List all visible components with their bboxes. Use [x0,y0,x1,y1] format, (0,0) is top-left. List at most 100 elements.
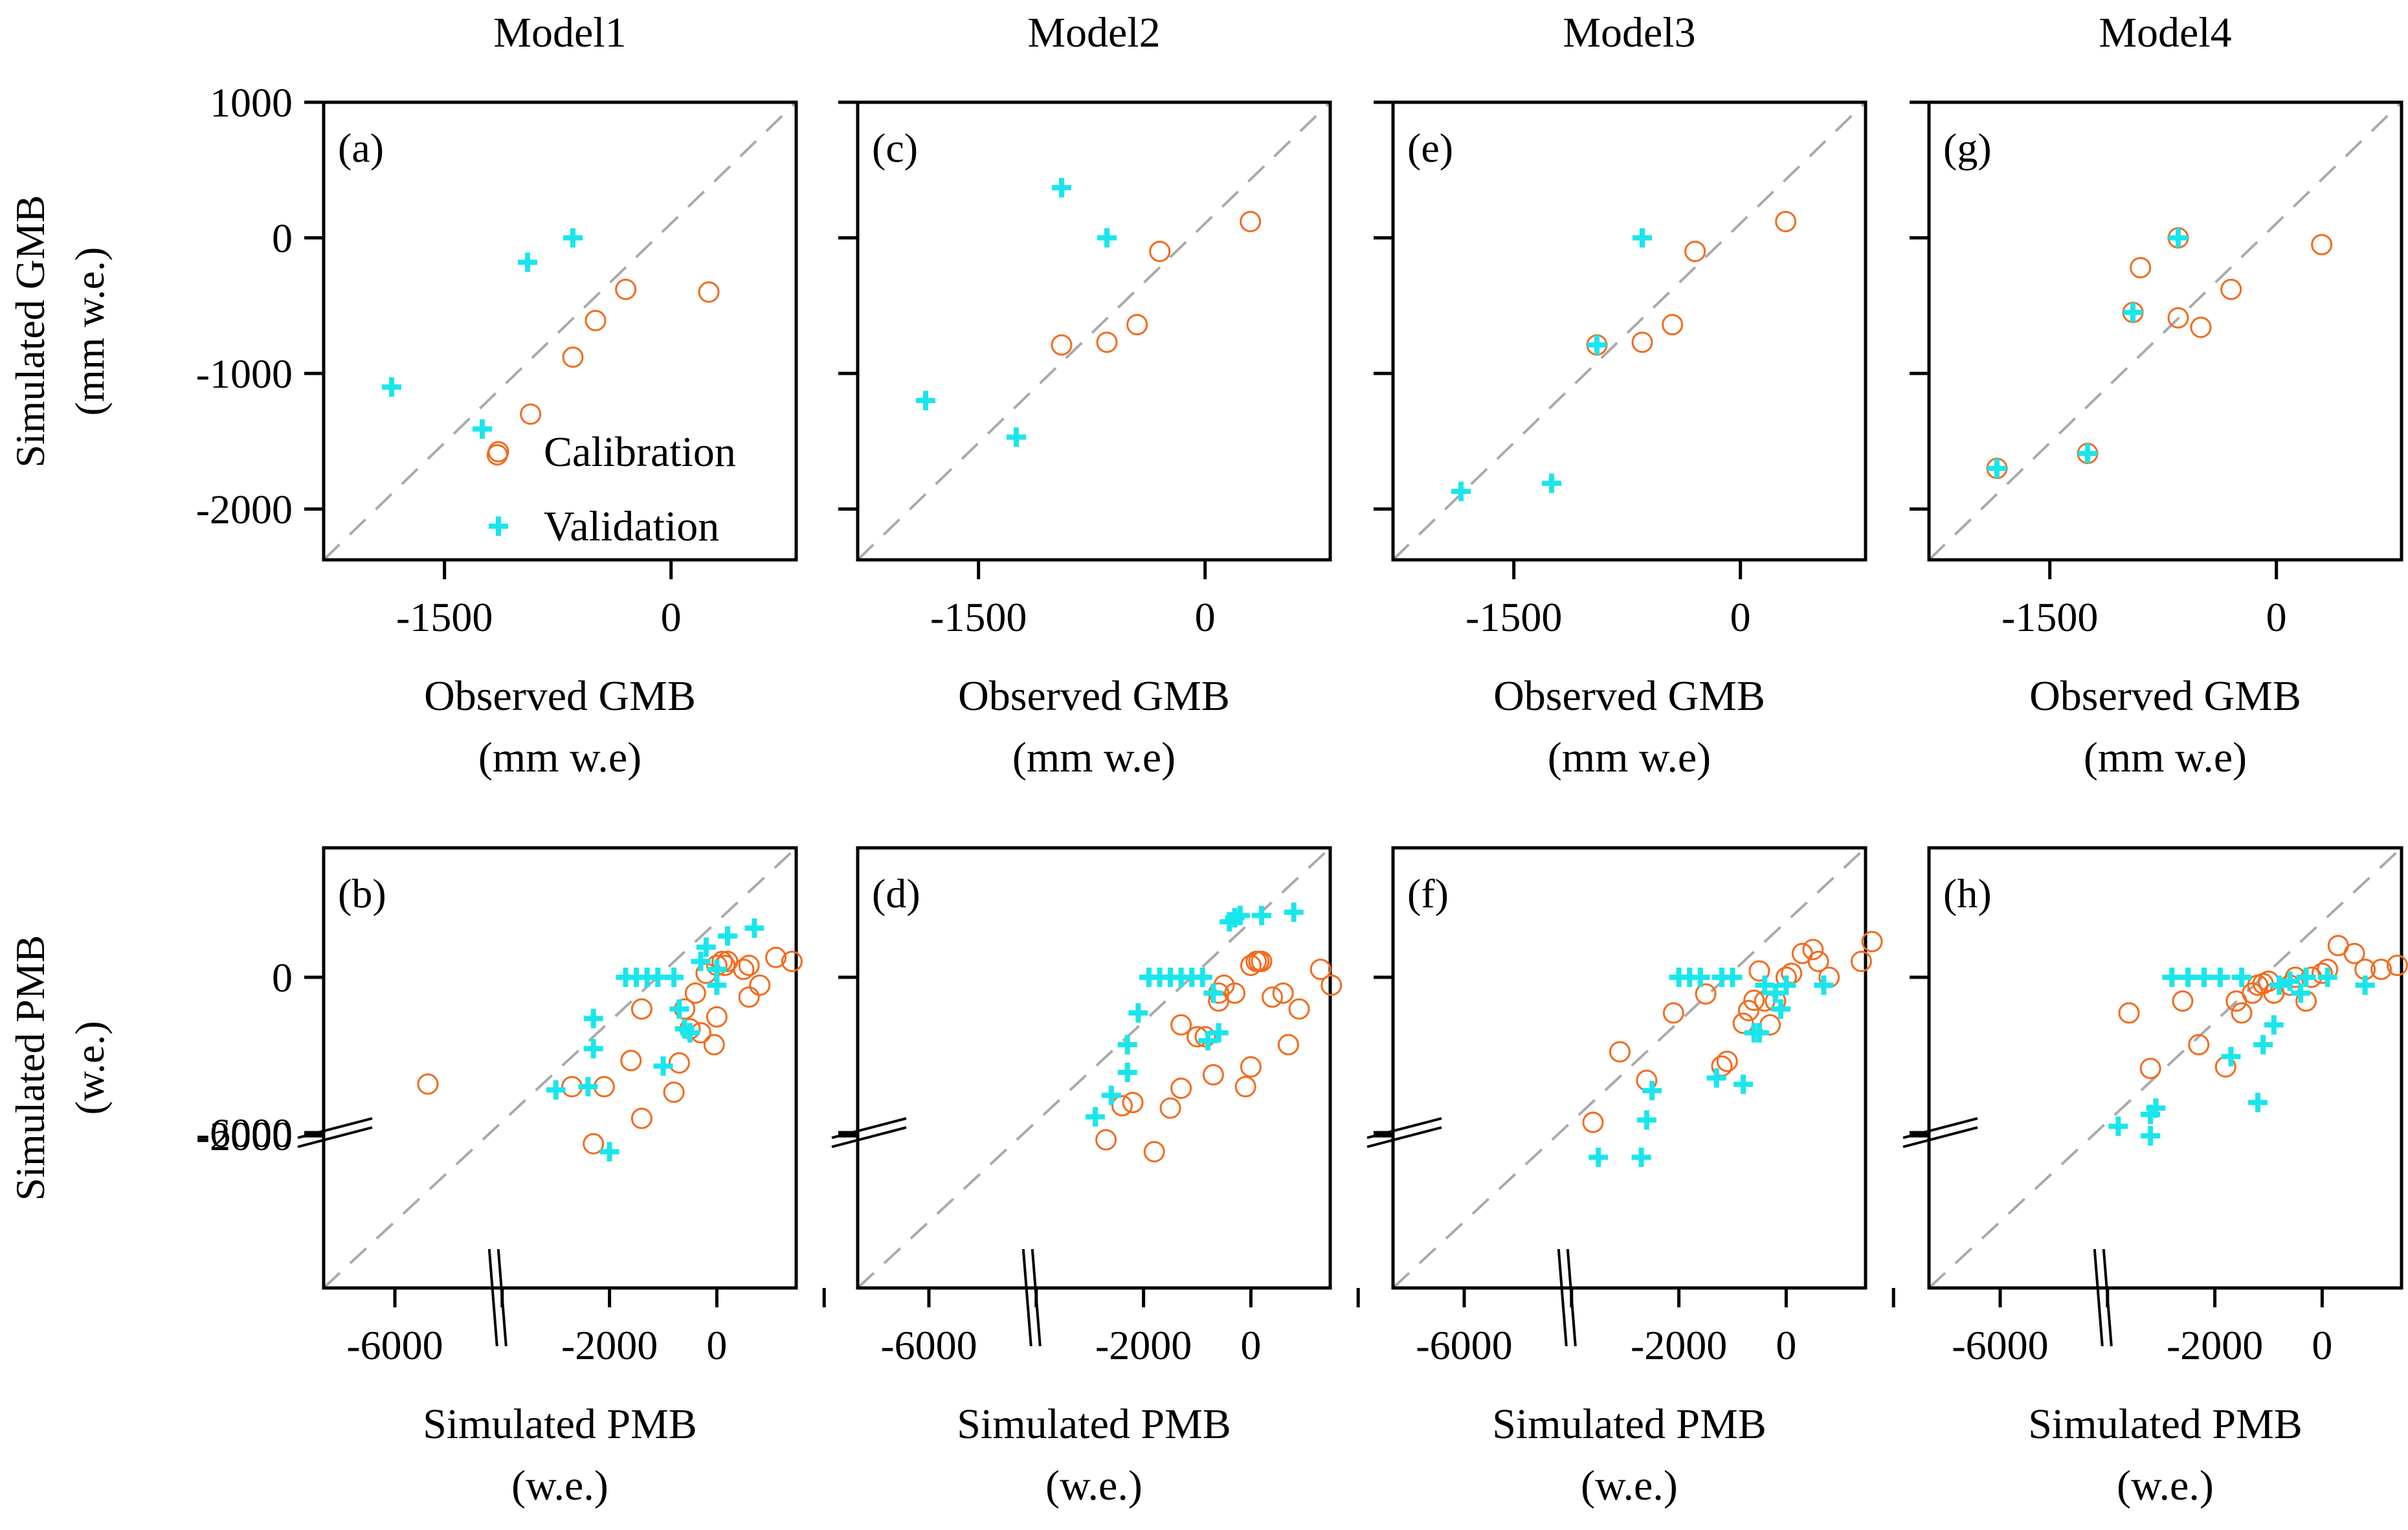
top-ylabel-line2: (mm w.e.) [67,247,113,416]
top-xlabel-line2: (mm w.e) [2084,734,2247,781]
x-tick-label: -1500 [396,594,493,640]
calibration-point [1143,1141,1165,1162]
panel-bottom-3 [1366,846,1895,1347]
diagonal-line [322,847,797,1289]
validation-point [2280,971,2300,992]
top-xlabel-line1: Observed GMB [1493,672,1765,720]
calibration-point [2188,1034,2210,1056]
validation-point [669,999,689,1019]
calibration-point [2118,1002,2140,1024]
validation-point [2291,983,2311,1003]
column-title-1: Model1 [493,9,626,56]
x-tick-label: 0 [1730,594,1751,640]
x-tick-label: -6000 [1952,1322,2048,1368]
x-axis-break [1557,1248,1577,1347]
calibration-point [615,278,637,300]
calibration-point [2190,316,2212,338]
validation-point [2296,968,2316,987]
bottom-xlabel-line2: (w.e.) [511,1462,608,1509]
calibration-point [1807,951,1829,972]
validation-point [473,419,492,439]
validation-point [1631,1148,1651,1168]
validation-point [1749,1023,1769,1043]
calibration-point [1732,1012,1754,1034]
validation-point [1755,975,1775,995]
legend-validation-marker [489,516,508,536]
calibration-point [703,1034,725,1056]
calibration-point [2172,990,2194,1012]
top-xlabel-line1: Observed GMB [2029,672,2301,720]
validation-point [1251,905,1271,926]
y-axis-break [831,1117,907,1148]
calibration-point [663,1081,685,1103]
bottom-ylabel-line2: (w.e.) [67,1021,113,1114]
validation-point [664,968,684,987]
calibration-point [668,1052,690,1074]
calibration-point [1051,334,1073,356]
y-tick-label: 0 [272,955,293,1001]
y-axis-break [297,1117,373,1148]
validation-point [1987,458,2007,478]
panel-top-2 [838,100,1332,579]
x-tick-label: -2000 [1631,1322,1727,1368]
validation-point [2168,228,2188,248]
calibration-point [1122,1092,1144,1114]
x-axis-break [487,1248,507,1347]
panel-letter: (b) [338,870,386,916]
calibration-point [1095,1129,1117,1151]
top-xlabel-line1: Observed GMB [958,672,1230,720]
calibration-point [1096,331,1118,353]
x-tick-label: -6000 [1416,1322,1512,1368]
calibration-point [1126,314,1148,336]
calibration-point [583,1133,605,1155]
top-xlabel-line2: (mm w.e) [478,734,641,781]
validation-point [707,959,727,979]
validation-point [1128,1003,1148,1023]
column-title-2: Model2 [1027,9,1160,56]
diagonal-line [1928,847,2403,1289]
panel-letter: (d) [872,870,920,916]
calibration-point [2343,942,2365,964]
diagonal-line [856,101,1332,561]
calibration-point [1748,960,1770,982]
x-tick-label: 0 [1776,1322,1796,1368]
calibration-point [417,1073,439,1095]
bottom-xlabel-line1: Simulated PMB [1492,1401,1767,1448]
y-tick-label: -6000 [196,1110,293,1156]
calibration-point [2167,307,2189,329]
validation-point [696,937,716,957]
validation-point [2141,1126,2161,1146]
legend-calibration-label: Calibration [544,428,736,476]
panel-letter: (g) [1943,125,1992,171]
validation-point [1117,1063,1137,1082]
calibration-point [630,998,652,1020]
calibration-point [1861,931,1883,953]
panel-top-1 [304,100,798,579]
validation-point [1776,975,1796,995]
x-tick-label: -6000 [880,1322,977,1368]
calibration-point [1321,974,1343,996]
calibration-point [1737,999,1759,1021]
validation-point [2355,975,2375,995]
bottom-xlabel-line1: Simulated PMB [423,1401,697,1448]
column-title-4: Model4 [2099,9,2231,56]
calibration-point [1262,986,1284,1008]
validation-point [518,252,537,272]
validation-point [546,1080,566,1100]
panel-frame [856,100,1332,562]
top-xlabel-line2: (mm w.e) [1012,734,1176,781]
calibration-point [765,946,787,968]
panel-frame [856,846,1332,1290]
calibration-point [520,403,542,425]
top-ylabel-line1: Simulated GMB [7,195,53,467]
calibration-point [620,1050,642,1072]
legend-validation-label: Validation [544,503,719,550]
bottom-xlabel-line2: (w.e.) [2117,1462,2214,1509]
validation-point [2232,968,2252,987]
validation-point [1636,1110,1656,1130]
validation-point [1085,1107,1105,1127]
calibration-point [781,951,803,972]
panel-letter: (e) [1407,125,1453,171]
x-tick-label: -1500 [1466,594,1562,640]
calibration-point [684,982,706,1004]
